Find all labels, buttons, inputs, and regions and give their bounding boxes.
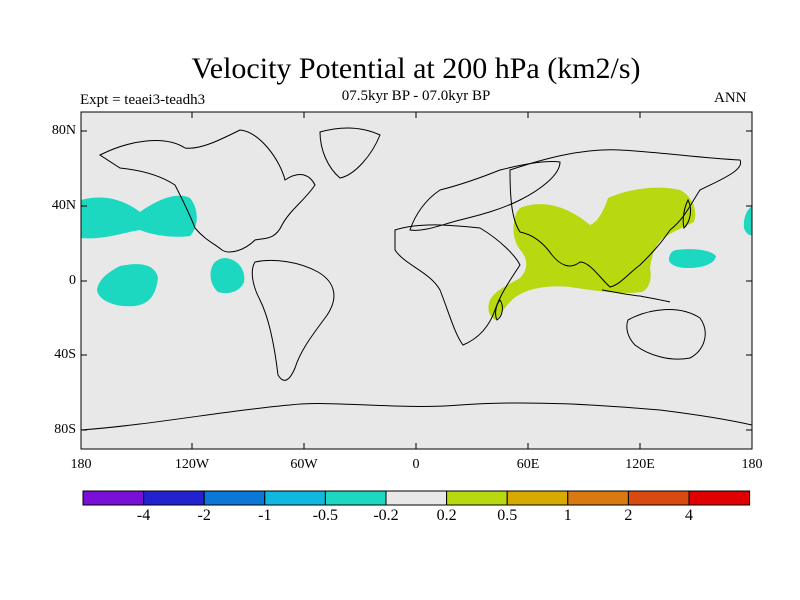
colorbar-swatch [446, 490, 508, 506]
colorbar-swatch [627, 490, 690, 506]
experiment-label: Expt = teaei3-teadh3 [80, 92, 206, 108]
colorbar-label: 0.2 [436, 507, 457, 524]
anomaly-negative-east-pacific [210, 258, 245, 294]
lat-label-40s: 40S [54, 347, 76, 362]
axis-ticks [81, 112, 752, 449]
lon-label-120e: 120E [625, 457, 655, 472]
colorbar-swatch [324, 490, 387, 506]
colorbar [82, 490, 751, 506]
lat-label-40n: 40N [51, 198, 76, 213]
map-subtitle: 07.5kyr BP - 07.0kyr BP [341, 88, 491, 104]
colorbar-label: -4 [136, 507, 151, 524]
anomaly-positive-asia-indian-ocean [488, 187, 696, 320]
colorbar-label: -1 [258, 507, 272, 524]
colorbar-label: -0.5 [312, 507, 339, 524]
colorbar-swatch [385, 490, 448, 506]
lon-label-60w: 60W [290, 457, 318, 472]
colorbar-label: 2 [624, 507, 633, 524]
lon-label-60e: 60E [516, 457, 540, 472]
lat-label-0: 0 [69, 273, 76, 288]
colorbar-swatch [82, 490, 145, 506]
colorbar-label: 0.5 [497, 507, 518, 524]
colorbar-swatch [688, 490, 751, 506]
map-title: Velocity Potential at 200 hPa (km2/s) [191, 52, 641, 85]
lat-label-80s: 80S [54, 422, 76, 437]
lon-label-0: 0 [412, 457, 420, 472]
anomaly-negative-dateline [743, 206, 752, 236]
colorbar-label: 1 [563, 507, 572, 524]
lon-label-120w: 120W [174, 457, 210, 472]
coastlines [81, 127, 752, 431]
colorbar-swatch [506, 490, 569, 506]
colorbar-label: -2 [197, 507, 211, 524]
colorbar-label: -0.2 [373, 507, 399, 524]
anomaly-negative-north-pacific [81, 195, 197, 239]
anomaly-negative-west-pacific [668, 249, 716, 268]
colorbar-swatch [264, 490, 326, 506]
lon-label-180w: 180 [70, 457, 92, 472]
anomaly-negative-east-pacific-west [97, 264, 158, 307]
ocean-background [81, 112, 752, 449]
colorbar-swatch [143, 490, 205, 506]
colorbar-swatch [203, 490, 266, 506]
lon-label-180e: 180 [741, 457, 763, 472]
lat-label-80n: 80N [51, 123, 76, 138]
season-label: ANN [714, 90, 747, 106]
colorbar-swatch [567, 490, 629, 506]
colorbar-label: 4 [685, 507, 693, 524]
